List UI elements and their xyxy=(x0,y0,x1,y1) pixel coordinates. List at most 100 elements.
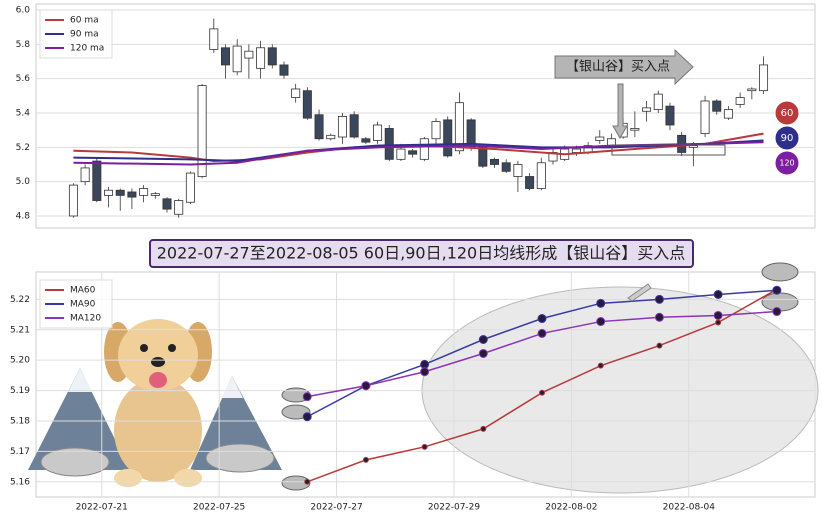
y-tick-label: 5.0 xyxy=(16,177,31,187)
point xyxy=(713,310,723,320)
y-tick-label: 5.22 xyxy=(10,295,30,305)
candle-body xyxy=(361,138,371,143)
silver-icon xyxy=(281,475,311,491)
legend-label: 60 ma xyxy=(70,16,99,26)
ingot xyxy=(40,447,110,477)
legend-label: 120 ma xyxy=(70,44,104,54)
ingot xyxy=(205,443,275,473)
point xyxy=(654,312,664,322)
mountain-snow xyxy=(68,368,92,392)
candle-body xyxy=(571,148,581,153)
legend-label: MA90 xyxy=(70,300,96,310)
annotation-pointer xyxy=(612,83,628,139)
candle-body xyxy=(478,146,488,167)
point xyxy=(772,307,782,317)
end-label: 60 xyxy=(781,108,794,119)
y-tick-label: 5.8 xyxy=(16,40,31,50)
candle-body xyxy=(373,124,383,141)
candle-body xyxy=(513,164,523,177)
point xyxy=(539,389,546,396)
candle-body xyxy=(525,176,535,189)
decoration xyxy=(28,262,819,494)
dog-paw xyxy=(174,469,202,487)
silver-icon xyxy=(761,262,799,282)
candle-body xyxy=(197,85,207,177)
x-tick-label: 2022-08-04 xyxy=(663,503,716,513)
point xyxy=(713,290,723,299)
candle-body xyxy=(723,109,733,119)
candle-body xyxy=(337,116,347,138)
y-tick-label: 5.18 xyxy=(10,416,30,426)
top-plot-frame xyxy=(35,3,816,229)
candle-body xyxy=(115,189,125,196)
mountain xyxy=(28,368,130,470)
point xyxy=(420,367,430,377)
annotation: 【银山谷】买入点 xyxy=(566,60,670,75)
point xyxy=(772,285,782,295)
point xyxy=(596,317,606,327)
y-tick-label: 5.19 xyxy=(10,386,30,396)
dog-eye xyxy=(168,344,176,352)
highlight-ellipse xyxy=(421,286,819,494)
candle-body xyxy=(185,172,195,203)
dog-body xyxy=(114,378,202,482)
y-tick-label: 5.17 xyxy=(10,447,30,457)
candle-body xyxy=(174,200,184,215)
candle-body xyxy=(665,105,675,126)
candle-body xyxy=(302,90,312,119)
point xyxy=(421,443,428,450)
candle-body xyxy=(80,167,90,183)
legend-label: MA120 xyxy=(70,314,101,324)
dog-head xyxy=(118,319,198,391)
candle-body xyxy=(127,191,137,198)
candle-body xyxy=(536,162,546,189)
dog-tongue xyxy=(149,372,167,388)
candle-body xyxy=(630,128,640,131)
candle-body xyxy=(232,45,242,73)
candle-body xyxy=(431,121,441,140)
point xyxy=(478,335,488,344)
signal-box xyxy=(611,144,726,156)
candle-body xyxy=(291,88,301,98)
y-tick-label: 5.21 xyxy=(10,325,30,335)
candle-body xyxy=(220,47,230,66)
silver-icon xyxy=(761,292,799,312)
end-label-badge xyxy=(774,150,800,176)
dog-paw xyxy=(114,469,142,487)
end-label-badge xyxy=(774,100,800,126)
candle-body xyxy=(700,100,710,134)
x-tick-label: 2022-07-29 xyxy=(428,503,481,513)
dog-nose xyxy=(151,357,165,367)
mountain-snow xyxy=(222,376,243,398)
x-tick-label: 2022-07-21 xyxy=(76,503,128,513)
candle-body xyxy=(653,93,663,110)
end-label: 90 xyxy=(781,133,794,144)
candle-body xyxy=(314,114,324,140)
point xyxy=(302,392,312,402)
point xyxy=(537,328,547,338)
point xyxy=(597,362,604,369)
x-tick-label: 2022-08-02 xyxy=(545,503,597,513)
point xyxy=(362,456,369,463)
candle-body xyxy=(326,134,336,140)
end-label: 120 xyxy=(779,159,794,168)
banner-title: 2022-07-27至2022-08-05 60日,90日,120日均线形成【银… xyxy=(157,244,686,263)
y-tick-label: 6.0 xyxy=(16,6,31,16)
candle-body xyxy=(139,188,149,196)
x-tick-label: 2022-07-27 xyxy=(310,503,362,513)
candle-body xyxy=(712,100,722,112)
y-tick-label: 5.20 xyxy=(10,356,30,366)
y-tick-label: 5.16 xyxy=(10,477,30,487)
candle-body xyxy=(747,88,757,92)
candle-body xyxy=(256,47,266,69)
point xyxy=(361,381,371,391)
candle-body xyxy=(501,162,511,172)
point xyxy=(302,412,312,422)
candle-body xyxy=(349,114,359,138)
candle-body xyxy=(595,136,605,141)
point xyxy=(478,348,488,358)
point xyxy=(656,342,663,349)
point xyxy=(304,478,311,485)
candle-body xyxy=(735,97,745,105)
